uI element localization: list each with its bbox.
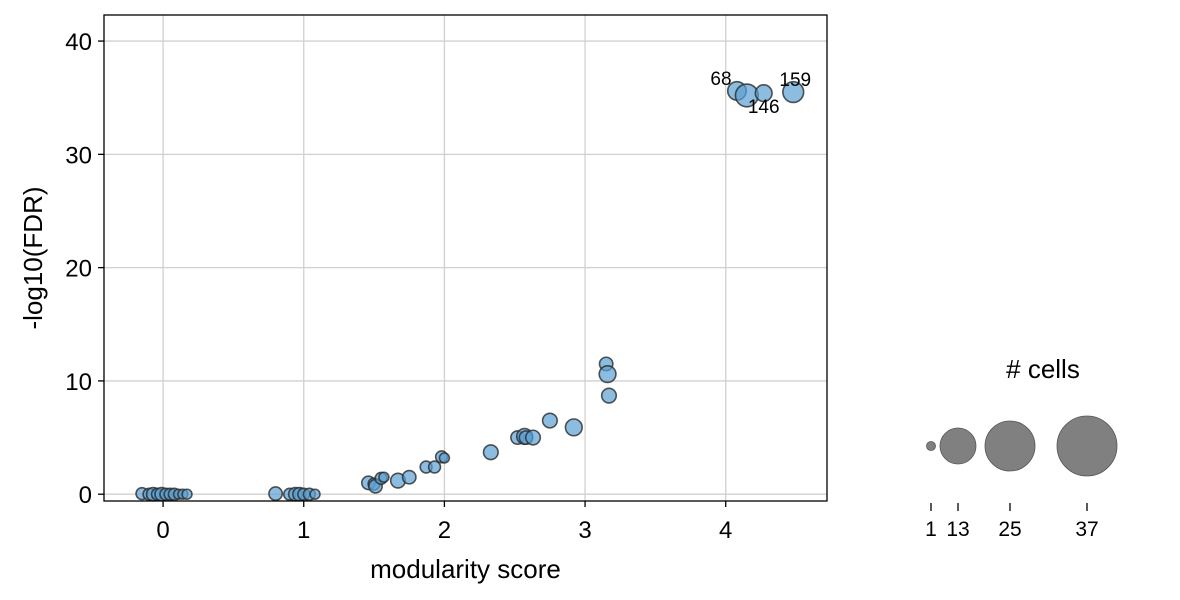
legend-size-label: 25 [998,518,1021,541]
legend-size-circle [1056,415,1118,477]
point-annotation: 159 [779,70,811,91]
x-tick-label: 3 [578,517,591,544]
data-point [482,444,499,461]
legend-size-circle [939,427,977,465]
y-tick-label: 40 [65,29,92,56]
x-tick-label: 2 [438,517,451,544]
size-legend: # cells 1 13 25 37 [925,354,1118,541]
y-tick-label: 30 [65,142,92,169]
data-point [782,80,805,104]
legend-size-circle [926,441,936,451]
data-point [598,364,617,384]
point-annotation: 68 [710,69,731,90]
data-point [309,488,321,500]
x-axis-label: modularity score [370,554,561,584]
x-tick-label: 4 [719,517,732,544]
data-point [524,429,542,446]
legend-size-label: 13 [946,518,969,541]
plot-frame [103,14,828,502]
legend-size-circle [984,420,1036,472]
data-point [438,452,451,464]
legend-size-label: 37 [1075,518,1098,541]
data-point [401,469,417,485]
legend-title: # cells [1006,354,1080,384]
x-tick-label: 1 [297,517,310,544]
data-point [181,488,193,500]
legend-size-label: 1 [925,518,937,541]
data-point [541,412,558,429]
data-point [600,387,618,404]
point-annotation: 146 [748,97,780,118]
y-axis-label: -log10(FDR) [18,186,48,329]
data-point [754,84,773,103]
data-point [268,486,284,502]
x-tick-label: 0 [156,517,169,544]
y-tick-label: 20 [65,256,92,283]
data-point [564,418,583,437]
grid-lines [104,15,827,501]
data-point [427,460,442,474]
data-points [135,80,805,502]
y-tick-label: 10 [65,369,92,396]
y-tick-label: 0 [79,482,92,509]
data-point [378,471,390,483]
point-annotations: 68 146 159 [710,69,811,118]
